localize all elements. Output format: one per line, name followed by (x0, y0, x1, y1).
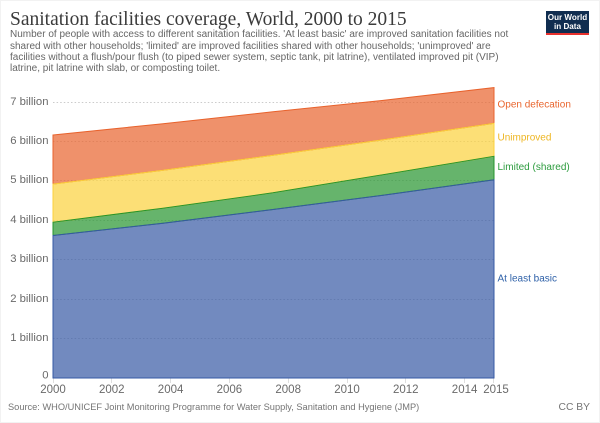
svg-text:2 billion: 2 billion (10, 293, 48, 305)
svg-text:At least basic: At least basic (498, 274, 557, 285)
svg-text:5 billion: 5 billion (10, 174, 48, 186)
svg-text:2008: 2008 (275, 384, 301, 396)
svg-text:3 billion: 3 billion (10, 253, 48, 265)
svg-text:2015: 2015 (483, 384, 509, 396)
svg-text:Limited (shared): Limited (shared) (498, 162, 570, 173)
svg-text:6 billion: 6 billion (10, 135, 48, 147)
svg-text:2002: 2002 (99, 384, 125, 396)
svg-text:2014: 2014 (452, 384, 478, 396)
svg-text:0: 0 (42, 370, 48, 382)
svg-text:4 billion: 4 billion (10, 214, 48, 226)
svg-text:2000: 2000 (40, 384, 66, 396)
svg-text:7 billion: 7 billion (10, 96, 48, 108)
svg-text:2004: 2004 (158, 384, 184, 396)
svg-text:2012: 2012 (393, 384, 419, 396)
svg-text:Unimproved: Unimproved (498, 133, 552, 144)
svg-text:Open defecation: Open defecation (498, 100, 571, 111)
svg-text:1 billion: 1 billion (10, 332, 48, 344)
svg-text:2010: 2010 (334, 384, 360, 396)
svg-text:2006: 2006 (217, 384, 243, 396)
